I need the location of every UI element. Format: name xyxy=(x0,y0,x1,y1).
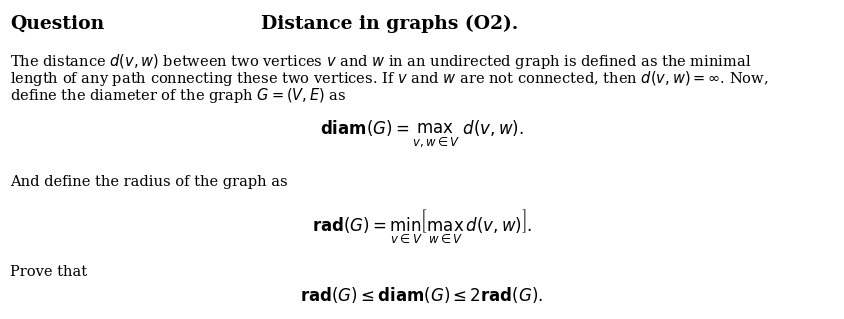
Text: The distance $d(v, w)$ between two vertices $v$ and $w$ in an undirected graph i: The distance $d(v, w)$ between two verti… xyxy=(10,52,750,71)
Text: And define the radius of the graph as: And define the radius of the graph as xyxy=(10,175,287,189)
Text: Distance in graphs (O2).: Distance in graphs (O2). xyxy=(261,15,518,33)
Text: define the diameter of the graph $G = (V, E)$ as: define the diameter of the graph $G = (V… xyxy=(10,86,346,105)
Text: Question: Question xyxy=(10,15,104,33)
Text: $\mathbf{diam}(G) = \underset{v,w\in V}{\max}\ d(v, w).$: $\mathbf{diam}(G) = \underset{v,w\in V}{… xyxy=(320,118,523,149)
Text: length of any path connecting these two vertices. If $v$ and $w$ are not connect: length of any path connecting these two … xyxy=(10,69,768,88)
Text: Prove that: Prove that xyxy=(10,265,87,279)
Text: $\mathbf{rad}(G) = \underset{v\in V}{\min}\left[\underset{w\in V}{\max}\, d(v, w: $\mathbf{rad}(G) = \underset{v\in V}{\mi… xyxy=(311,207,532,245)
Text: $\mathbf{rad}(G) \leq \mathbf{diam}(G) \leq 2\mathbf{rad}(G).$: $\mathbf{rad}(G) \leq \mathbf{diam}(G) \… xyxy=(300,285,543,305)
